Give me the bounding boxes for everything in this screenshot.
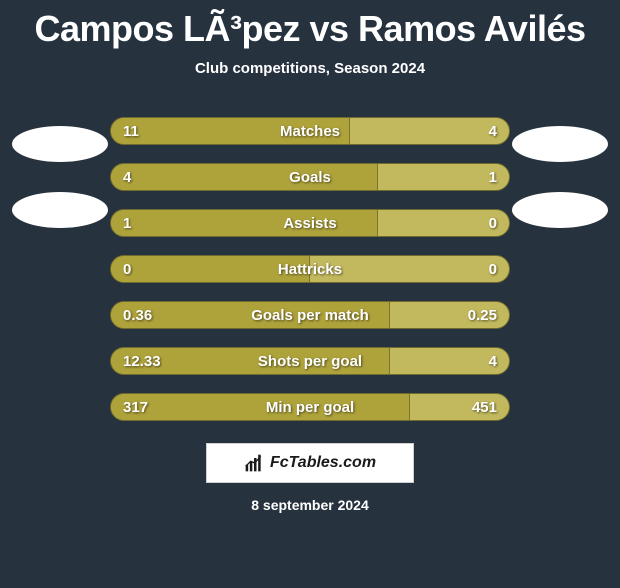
stat-row: 0.360.25Goals per match	[110, 301, 510, 329]
watermark-text: FcTables.com	[270, 454, 376, 472]
stat-label: Min per goal	[111, 394, 509, 420]
stats-chart: 114Matches 41Goals 10Assists 00Hattricks 0.3…	[110, 117, 510, 421]
stat-label: Goals	[111, 164, 509, 190]
stat-label: Goals per match	[111, 302, 509, 328]
stat-row: 41Goals	[110, 163, 510, 191]
stat-row: 00Hattricks	[110, 255, 510, 283]
club-crest-left-2	[12, 192, 108, 228]
stat-label: Hattricks	[111, 256, 509, 282]
stat-label: Shots per goal	[111, 348, 509, 374]
stat-row: 10Assists	[110, 209, 510, 237]
subtitle: Club competitions, Season 2024	[0, 60, 620, 77]
watermark: FcTables.com	[206, 443, 414, 483]
club-crest-right-2	[512, 192, 608, 228]
stat-row: 317451Min per goal	[110, 393, 510, 421]
page-title: Campos LÃ³pez vs Ramos Avilés	[0, 8, 620, 50]
chart-icon	[244, 453, 264, 473]
stat-label: Assists	[111, 210, 509, 236]
stat-row: 114Matches	[110, 117, 510, 145]
stat-label: Matches	[111, 118, 509, 144]
club-crest-right-1	[512, 126, 608, 162]
date-label: 8 september 2024	[0, 497, 620, 513]
stat-row: 12.334Shots per goal	[110, 347, 510, 375]
club-crest-left-1	[12, 126, 108, 162]
